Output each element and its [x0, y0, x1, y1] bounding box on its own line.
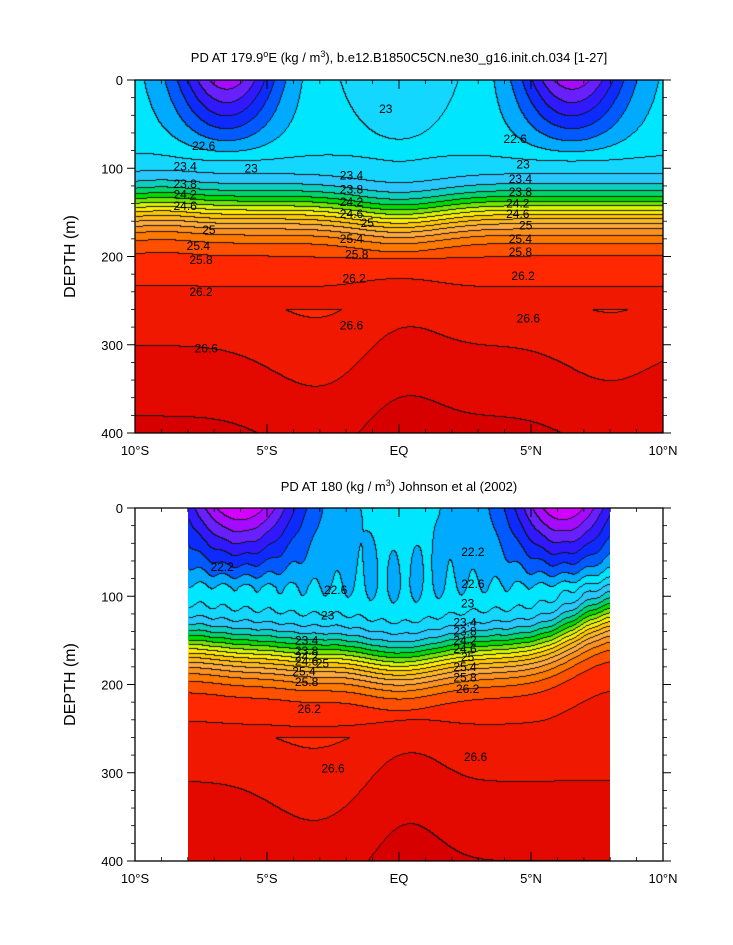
contour-label: 25 — [316, 656, 330, 670]
panel-title: PD AT 179.9oE (kg / m3), b.e12.B1850C5CN… — [191, 49, 607, 65]
contour-label: 26.6 — [517, 311, 541, 325]
y-tick-label: 200 — [101, 678, 123, 693]
x-tick-label: 5°S — [256, 443, 277, 458]
contour-label: 24.2 — [295, 649, 319, 663]
contour-label: 25.8 — [295, 675, 319, 689]
contour-label: 23.8 — [509, 185, 533, 199]
x-tick-label: 10°S — [121, 443, 150, 458]
contour-label: 23.4 — [340, 168, 364, 182]
contour-label: 26.2 — [456, 682, 480, 696]
contour-label: 24.2 — [453, 633, 477, 647]
y-tick-label: 100 — [101, 161, 123, 176]
contour-label: 26.6 — [321, 761, 345, 775]
contour-label: 26.6 — [340, 318, 364, 332]
x-tick-label: 10°N — [648, 443, 677, 458]
contour-label: 24.6 — [340, 207, 364, 221]
x-tick-label: 5°N — [520, 443, 542, 458]
contour-label: 24.6 — [295, 655, 319, 669]
contour-label: 25.8 — [509, 245, 533, 259]
contour-label: 26.6 — [195, 341, 219, 355]
y-tick-label: 100 — [101, 589, 123, 604]
contour-label: 25 — [461, 650, 475, 664]
contour-label: 25.4 — [509, 232, 533, 246]
contour-label: 26.2 — [298, 702, 322, 716]
x-tick-label: EQ — [390, 871, 409, 886]
contour-label: 25 — [519, 219, 533, 233]
contour-label: 23.4 — [295, 633, 319, 647]
contour-label: 24.2 — [173, 188, 197, 202]
contour-label: 25.4 — [453, 660, 477, 674]
contour-label: 25.4 — [292, 664, 316, 678]
y-tick-label: 0 — [116, 73, 123, 88]
contour-label: 23 — [461, 596, 475, 610]
y-axis-label: DEPTH (m) — [62, 215, 79, 298]
contour-label: 25.8 — [345, 248, 369, 262]
contour-label: 23.8 — [295, 644, 319, 658]
contour-label: 24.6 — [506, 207, 530, 221]
x-tick-label: 10°N — [648, 871, 677, 886]
contour-label: 23.8 — [173, 177, 197, 191]
y-tick-label: 400 — [101, 854, 123, 869]
panel-2: 22.222.222.6 22.6232323.423.824.224.62525… — [62, 478, 678, 886]
y-tick-label: 400 — [101, 426, 123, 441]
contour-label: 25.8 — [453, 670, 477, 684]
contour-label: 26.2 — [511, 269, 535, 283]
y-tick-label: 200 — [101, 250, 123, 265]
y-tick-label: 0 — [116, 501, 123, 516]
contour-label: 23.4 — [173, 159, 197, 173]
contour-label: 26.2 — [342, 272, 366, 286]
contour-label: 25.8 — [189, 253, 213, 267]
contour-label: 22.6 — [192, 139, 216, 153]
x-tick-label: 10°S — [121, 871, 150, 886]
contour-label: 24.6 — [453, 642, 477, 656]
contour-label: 24.6 — [173, 199, 197, 213]
y-tick-label: 300 — [101, 766, 123, 781]
y-axis-label: DEPTH (m) — [62, 643, 79, 726]
contour-label: 22.6 — [503, 132, 527, 146]
contour-label: 23 — [516, 158, 530, 172]
contour-label: 22.2 — [461, 545, 485, 559]
contour-label: 23 — [244, 161, 258, 175]
contour-label: 24.2 — [506, 197, 530, 211]
x-tick-label: EQ — [390, 443, 409, 458]
contour-label: 26.6 — [464, 750, 488, 764]
contour-label: 23.4 — [453, 616, 477, 630]
contour-fill — [135, 80, 663, 433]
contour-label: 22.6 — [324, 583, 348, 597]
contour-fill — [188, 508, 610, 861]
contour-label: 25 — [202, 223, 216, 237]
contour-label: 25.4 — [187, 239, 211, 253]
contour-label: 23.4 — [509, 172, 533, 186]
contour-label: 23 — [379, 102, 393, 116]
x-tick-label: 5°S — [256, 871, 277, 886]
panel-1: 23232322.622.623.423.824.224.62525.425.8… — [62, 49, 678, 458]
contour-label: 26.2 — [189, 285, 213, 299]
contour-label: 24.2 — [340, 195, 364, 209]
y-tick-label: 300 — [101, 338, 123, 353]
panel-title: PD AT 180 (kg / m3) Johnson et al (2002) — [281, 478, 518, 494]
contour-label: 23.8 — [340, 182, 364, 196]
contour-label: 25.4 — [340, 232, 364, 246]
contour-label: 22.2 — [210, 560, 234, 574]
contour-label: 22.6 — [461, 577, 485, 591]
contour-label: 23 — [321, 609, 335, 623]
x-tick-label: 5°N — [520, 871, 542, 886]
contour-label: 25 — [361, 216, 375, 230]
contour-label: 23.8 — [453, 625, 477, 639]
